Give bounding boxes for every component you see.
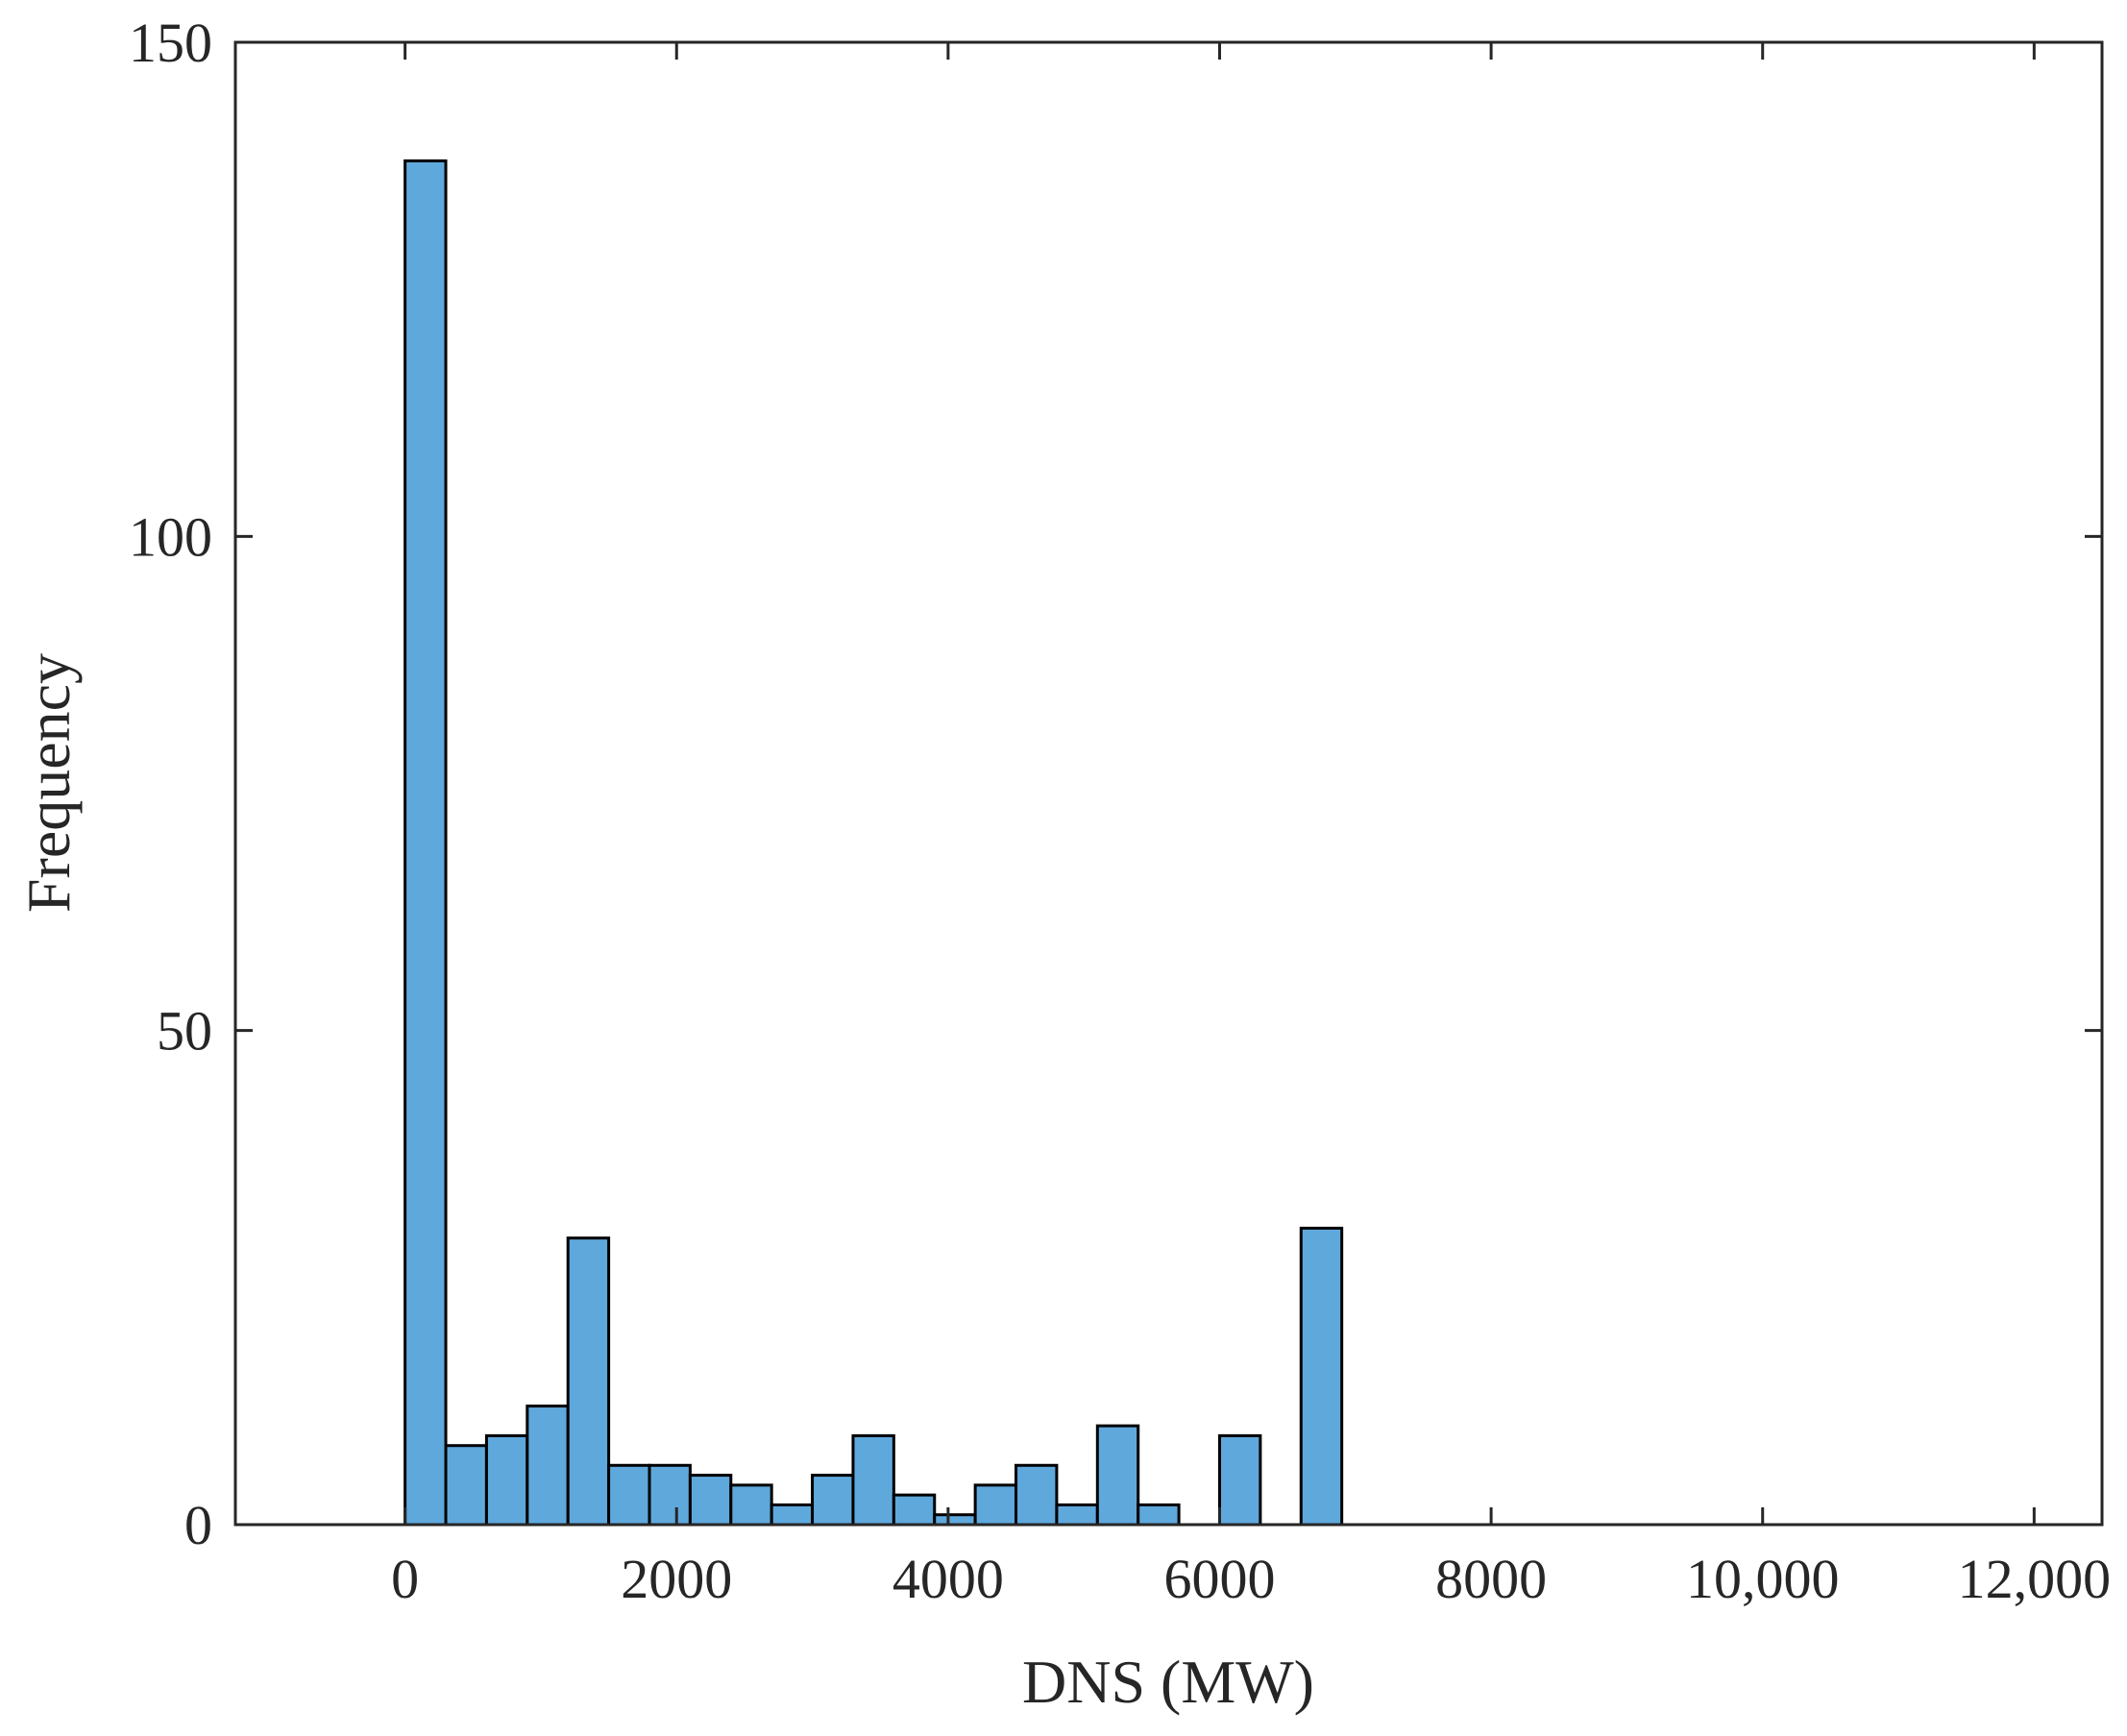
histogram-bar xyxy=(688,1474,733,1527)
histogram-bar xyxy=(729,1483,773,1527)
histogram-bar xyxy=(973,1483,1018,1527)
x-axis-title: DNS (MW) xyxy=(1022,1648,1314,1716)
bars-group xyxy=(403,159,1344,1527)
histogram-bar xyxy=(526,1405,570,1527)
x-tick-label: 2000 xyxy=(621,1548,732,1610)
x-tick-label: 6000 xyxy=(1163,1548,1275,1610)
y-tick-label: 0 xyxy=(184,1494,212,1556)
histogram-bar xyxy=(648,1463,692,1527)
x-tick-label: 8000 xyxy=(1435,1548,1547,1610)
histogram-bar xyxy=(892,1493,937,1527)
plot-frame xyxy=(233,40,2104,1527)
histogram-bar xyxy=(484,1433,529,1527)
histogram-bar xyxy=(403,159,448,1527)
histogram-bar xyxy=(1299,1226,1344,1527)
histogram-bar xyxy=(1055,1503,1099,1527)
y-axis-title: Frequency xyxy=(14,653,83,913)
histogram-bar xyxy=(811,1474,855,1527)
histogram-bar xyxy=(851,1433,895,1527)
histogram-bar xyxy=(566,1236,611,1527)
histogram-bar xyxy=(770,1503,815,1527)
x-tick-labels: 0 2000 4000 6000 8000 10,000 12,000 xyxy=(391,1548,2111,1610)
x-tick-label: 0 xyxy=(391,1548,419,1610)
x-tick-label: 4000 xyxy=(892,1548,1004,1610)
histogram-bar xyxy=(1095,1424,1140,1527)
histogram-bar xyxy=(933,1513,977,1527)
histogram-bar xyxy=(444,1444,488,1527)
histogram-bar xyxy=(1015,1463,1059,1527)
x-tick-label: 10,000 xyxy=(1686,1548,1840,1610)
y-tick-labels: 0 50 100 150 xyxy=(129,12,212,1556)
y-tick-label: 100 xyxy=(129,505,212,568)
x-tick-label: 12,000 xyxy=(1958,1548,2112,1610)
y-tick-label: 150 xyxy=(129,12,212,74)
histogram-bar xyxy=(1217,1433,1262,1527)
histogram-bar xyxy=(1137,1503,1181,1527)
ticks-group xyxy=(235,40,2102,1527)
y-tick-label: 50 xyxy=(157,1000,212,1063)
histogram-bar xyxy=(607,1463,651,1527)
